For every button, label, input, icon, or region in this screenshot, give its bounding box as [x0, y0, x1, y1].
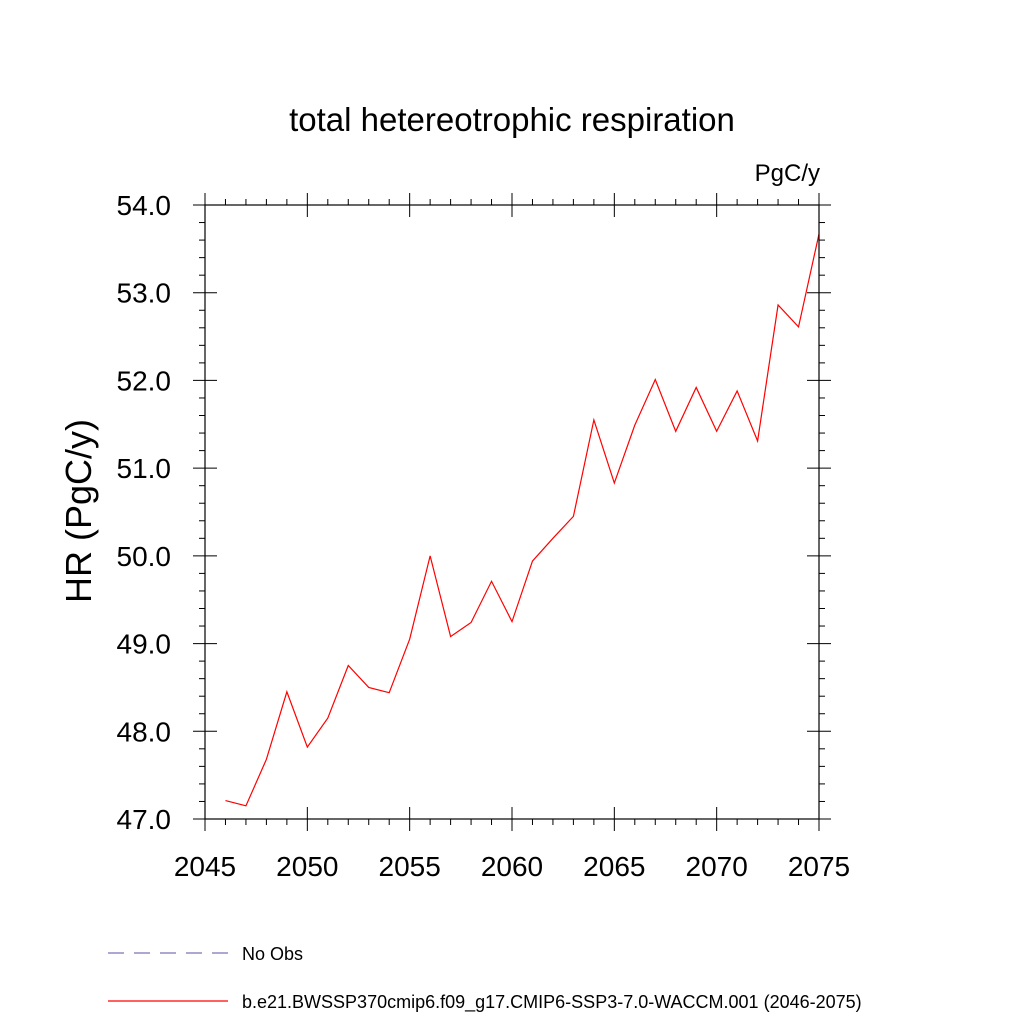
- series-line: [225, 233, 820, 807]
- legend: No Obs b.e21.BWSSP370cmip6.f09_g17.CMIP6…: [108, 944, 862, 1013]
- major-ticks: [193, 193, 831, 831]
- y-tick-label: 53.0: [117, 278, 172, 309]
- y-tick-label: 52.0: [117, 365, 172, 396]
- x-tick-labels: 2045 2050 2055 2060 2065 2070 2075: [174, 851, 850, 882]
- legend-label-no-obs: No Obs: [242, 944, 303, 964]
- x-tick-label: 2075: [788, 851, 850, 882]
- y-tick-label: 50.0: [117, 541, 172, 572]
- units-label: PgC/y: [755, 160, 820, 187]
- y-tick-label: 49.0: [117, 629, 172, 660]
- plot-frame: [204, 204, 820, 820]
- y-tick-labels: 47.0 48.0 49.0 50.0 51.0 52.0 53.0 54.0: [117, 190, 172, 835]
- y-tick-label: 54.0: [117, 190, 172, 221]
- y-axis-label: HR (PgC/y): [58, 419, 99, 603]
- x-tick-label: 2045: [174, 851, 236, 882]
- x-tick-label: 2055: [379, 851, 441, 882]
- legend-label-model: b.e21.BWSSP370cmip6.f09_g17.CMIP6-SSP3-7…: [242, 992, 862, 1013]
- y-tick-label: 48.0: [117, 716, 172, 747]
- x-tick-label: 2065: [583, 851, 645, 882]
- x-tick-label: 2060: [481, 851, 543, 882]
- minor-ticks: [199, 199, 825, 825]
- y-tick-label: 51.0: [117, 453, 172, 484]
- chart-title: total hetereotrophic respiration: [289, 101, 735, 138]
- x-tick-label: 2050: [276, 851, 338, 882]
- y-tick-label: 47.0: [117, 804, 172, 835]
- x-tick-label: 2070: [686, 851, 748, 882]
